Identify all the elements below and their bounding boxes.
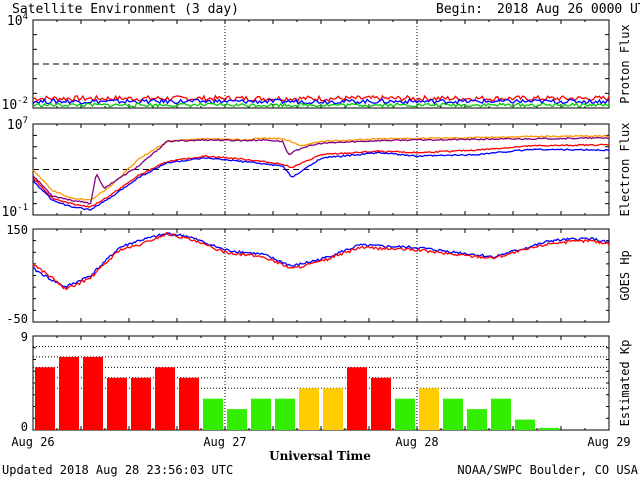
proton-panel: 104 10-2 Proton Flux [2,12,633,113]
kp-bar [203,398,223,430]
proton-y-tick-label: 104 [7,12,28,29]
electron-panel: 107 10-1 Electron Flux [2,116,633,220]
kp-bar [395,398,415,430]
hp-y-tick-label: 150 [6,223,28,237]
kp-bar [467,409,487,430]
chart-title: Satellite Environment (3 day) [12,2,239,17]
x-tick-label: Aug 28 [395,435,438,449]
proton-y-tick-label: 10-2 [2,96,29,113]
kp-bar [275,398,295,430]
proton-ylabel: Proton Flux [618,24,632,103]
hp-y-tick-label: -50 [6,312,28,326]
kp-bar [179,377,199,430]
kp-bar [83,356,103,430]
electron-y-tick-label: 107 [7,116,28,133]
kp-bar [227,409,247,430]
kp-bar [35,367,55,430]
proton-frame [32,19,610,109]
kp-bar [107,377,127,430]
hp-series-line [32,232,610,289]
kp-bar [371,377,391,430]
electron-ylabel: Electron Flux [618,123,632,217]
kp-bar [251,398,271,430]
hp-series-line [32,231,610,291]
electron-series-line [32,143,610,208]
electron-frame [32,123,610,216]
kp-bar [515,419,535,430]
kp-ylabel: Estimated Kp [618,340,632,427]
x-tick-label: Aug 26 [11,435,54,449]
kp-bar [155,367,175,430]
begin-value: 2018 Aug 26 0000 UTC [497,2,640,17]
kp-y-tick-label: 0 [21,420,28,434]
electron-series-line [32,134,609,201]
kp-bar [59,356,79,430]
proton-series-line [32,102,610,108]
hp-panel: 150 -50 GOES Hp [6,223,632,326]
begin-label: Begin: [436,2,483,17]
electron-y-tick-label: 10-1 [2,203,29,220]
electron-series-line [32,148,610,211]
proton-series-line [32,98,610,105]
kp-bar [443,398,463,430]
updated-timestamp: Updated 2018 Aug 28 23:56:03 UTC [2,463,233,477]
kp-bar [131,377,151,430]
x-tick-label: Aug 29 [587,435,630,449]
hp-frame [32,228,610,323]
kp-bar [299,388,319,430]
credit-text: NOAA/SWPC Boulder, CO USA [457,463,638,477]
kp-bar [539,427,559,430]
kp-y-tick-label: 9 [21,330,28,344]
kp-bar [323,388,343,430]
electron-series-line [32,136,610,205]
x-axis-label: Universal Time [269,449,371,463]
kp-bar [491,398,511,430]
kp-panel: 9 0 Estimated Kp [21,330,632,434]
proton-series-line [32,94,610,103]
kp-bar [419,388,439,430]
hp-ylabel: GOES Hp [618,250,632,301]
kp-bar [347,367,367,430]
x-tick-label: Aug 27 [203,435,246,449]
